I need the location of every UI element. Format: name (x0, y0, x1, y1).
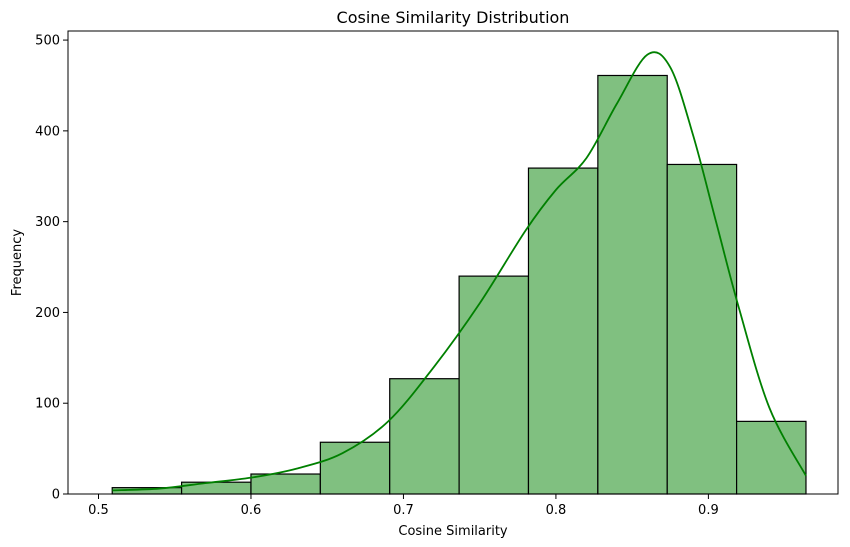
y-tick-label: 0 (52, 488, 60, 503)
plot-frame (67, 30, 839, 495)
kde-curve (112, 51, 807, 492)
chart-title: Cosine Similarity Distribution (337, 8, 570, 27)
y-tick-label: 200 (35, 306, 60, 321)
y-tick-label: 500 (35, 34, 60, 49)
x-tick-label: 0.9 (698, 503, 719, 518)
y-axis-ticks: 0 100 200 300 400 500 (35, 34, 68, 503)
x-axis-ticks: 0.5 0.6 0.7 0.8 0.9 (88, 494, 719, 518)
x-tick-label: 0.5 (88, 503, 109, 518)
histogram-bar (666, 163, 738, 495)
histogram-bar (319, 441, 391, 495)
histogram-bar (597, 74, 668, 495)
histogram-bar (250, 473, 321, 495)
x-tick-label: 0.6 (241, 503, 262, 518)
histogram-bar (458, 275, 530, 495)
y-tick-label: 300 (35, 215, 60, 230)
x-tick-label: 0.8 (546, 503, 567, 518)
histogram-bars (111, 74, 807, 495)
y-tick-label: 100 (35, 397, 60, 412)
x-tick-label: 0.7 (393, 503, 414, 518)
x-axis-label: Cosine Similarity (398, 524, 508, 539)
histogram-bar (527, 167, 599, 495)
y-axis-label: Frequency (10, 229, 25, 296)
y-tick-label: 400 (35, 124, 60, 139)
histogram-bar (389, 378, 460, 495)
